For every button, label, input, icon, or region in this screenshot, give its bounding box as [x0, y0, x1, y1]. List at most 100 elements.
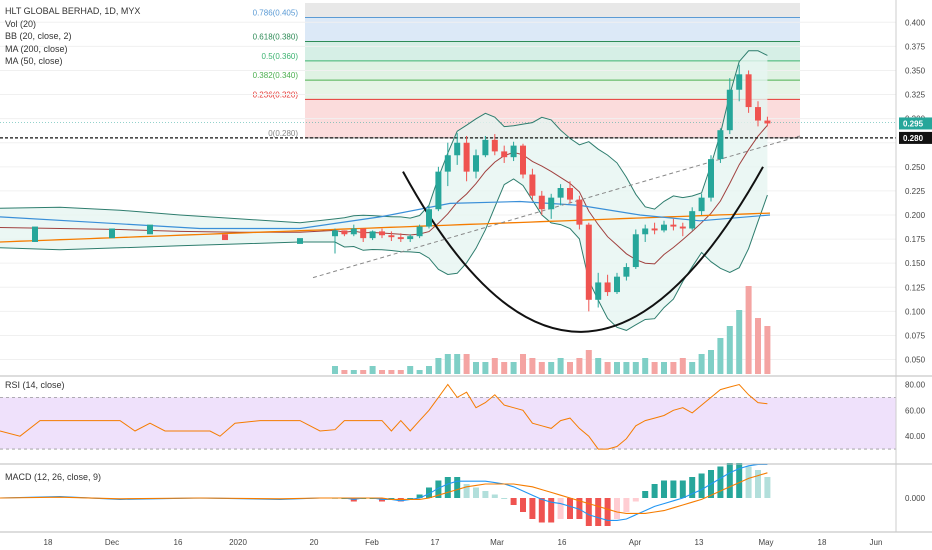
volume-bar: [717, 338, 724, 374]
candle-body: [632, 234, 639, 268]
macd-histogram-bar: [576, 498, 583, 519]
fib-zone: [305, 17, 800, 42]
volume-bar: [379, 370, 385, 374]
rsi-tick-label: 60.00: [905, 406, 926, 415]
volume-bar: [444, 354, 451, 374]
fib-level-label: 0.5(0.360): [262, 52, 299, 61]
volume-bar: [435, 358, 442, 374]
candle-body: [501, 151, 508, 158]
macd-histogram-bar: [661, 480, 667, 498]
rsi-pane: [0, 383, 896, 450]
macd-histogram-bar: [510, 498, 517, 505]
candle-body: [426, 209, 432, 227]
price-tick-label: 0.350: [905, 66, 926, 75]
macd-histogram-bar: [426, 487, 432, 498]
volume-bar: [510, 362, 517, 374]
candle-body: [397, 237, 404, 240]
rsi-legend: RSI (14, close): [5, 379, 65, 392]
volume-bar: [520, 354, 526, 374]
candle-body: [529, 174, 536, 196]
macd-histogram-bar: [614, 498, 620, 519]
price-tick-label: 0.325: [905, 91, 926, 100]
macd-histogram-bar: [454, 477, 461, 498]
ma50-line: [0, 200, 771, 230]
trend-line: [312, 135, 801, 279]
volume-bar: [576, 358, 583, 374]
candle-body: [576, 199, 583, 225]
candle-body: [614, 276, 620, 293]
macd-legend: MACD (12, 26, close, 9): [5, 471, 101, 484]
macd-histogram-bar: [435, 480, 442, 498]
rsi-tick-label: 40.00: [905, 432, 926, 441]
candle-body: [604, 282, 611, 293]
macd-histogram-bar: [585, 498, 592, 526]
macd-histogram-bar: [736, 463, 743, 498]
legend-symbol[interactable]: HLT GLOBAL BERHAD, 1D, MYX: [5, 6, 141, 16]
volume-bar: [632, 362, 639, 374]
price-tick-label: 0.125: [905, 283, 926, 292]
macd-histogram-bar: [444, 477, 451, 498]
volume-bar: [538, 362, 545, 374]
time-tick-label: Apr: [629, 538, 642, 547]
volume-bar: [764, 326, 771, 374]
candle-body: [764, 120, 771, 124]
price-tick-label: 0.375: [905, 42, 926, 51]
legend-ma200[interactable]: MA (200, close): [5, 43, 68, 54]
candle-body: [698, 197, 705, 212]
volume-bar: [689, 362, 696, 374]
macd-label[interactable]: MACD (12, 26, close, 9): [5, 472, 102, 482]
volume-bar: [585, 350, 592, 374]
candle-body: [360, 228, 367, 239]
candle-body: [350, 228, 357, 235]
volume-bar: [567, 362, 573, 374]
fib-zone: [305, 80, 800, 100]
volume-bar: [332, 366, 338, 374]
time-tick-label: Dec: [105, 538, 119, 547]
time-tick-label: 2020: [229, 538, 247, 547]
candle-body: [379, 231, 385, 236]
time-tick-label: 16: [558, 538, 567, 547]
macd-histogram-bar: [642, 491, 649, 498]
volume-bar: [604, 362, 611, 374]
macd-histogram-bar: [698, 473, 705, 498]
legend-bb[interactable]: BB (20, close, 2): [5, 31, 72, 41]
macd-histogram-bar: [764, 477, 771, 498]
candle-body: [369, 231, 376, 239]
volume-bar: [350, 370, 357, 374]
fib-level-label: 0.618(0.380): [253, 33, 299, 42]
rsi-line: [0, 383, 768, 450]
legend-vol[interactable]: Vol (20): [5, 18, 37, 29]
candle-body: [109, 228, 115, 239]
candle-body: [595, 282, 602, 300]
macd-histogram-bar: [726, 463, 733, 498]
macd-histogram-bar: [388, 498, 395, 499]
candle-body: [651, 228, 658, 231]
volume-bar: [670, 362, 677, 374]
candle-body: [341, 230, 348, 235]
candle-body: [32, 226, 38, 242]
macd-histogram-bar: [529, 498, 536, 519]
macd-histogram-bar: [755, 470, 761, 498]
candle-body: [444, 155, 451, 172]
volume-bar: [623, 362, 630, 374]
macd-histogram-bar: [651, 484, 658, 498]
candle-body: [548, 197, 555, 210]
macd-histogram-bar: [679, 480, 686, 498]
macd-histogram-bar: [473, 487, 479, 498]
candle-body: [557, 188, 564, 198]
volume-bar: [614, 362, 620, 374]
volume-bar: [360, 370, 367, 374]
volume-bar: [557, 358, 564, 374]
legend-ma50[interactable]: MA (50, close): [5, 56, 63, 66]
macd-histogram-bar: [689, 477, 696, 498]
time-tick-label: May: [758, 538, 773, 547]
macd-histogram-bar: [538, 498, 545, 523]
candle-body: [567, 188, 573, 200]
rsi-label[interactable]: RSI (14, close): [5, 380, 65, 390]
candle-body: [679, 226, 686, 229]
candle-body: [407, 236, 414, 240]
time-tick-label: 16: [174, 538, 183, 547]
macd-histogram-bar: [557, 498, 564, 519]
volume-bar: [463, 354, 470, 374]
